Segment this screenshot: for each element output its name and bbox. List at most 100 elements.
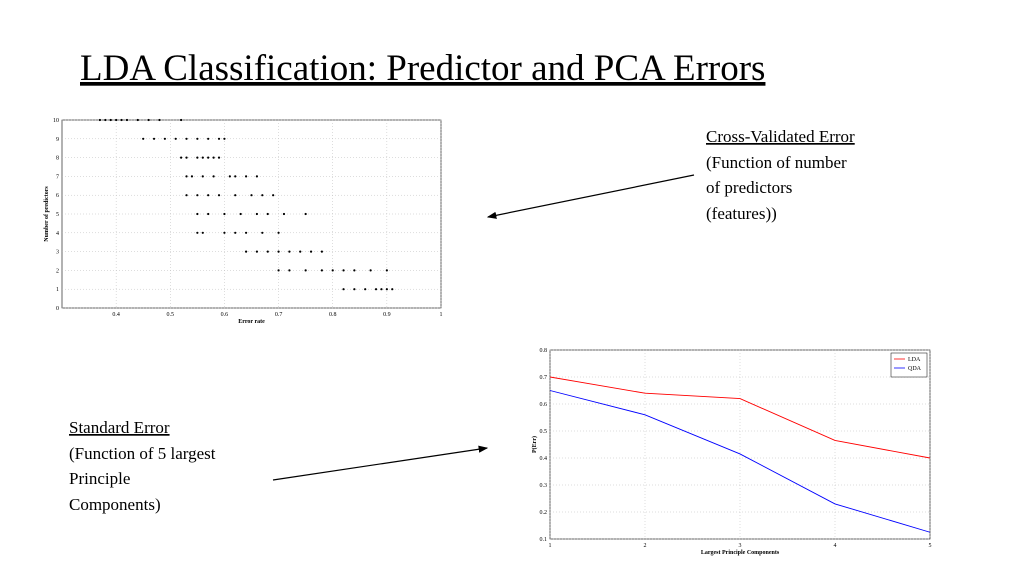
point: [207, 156, 210, 159]
point: [304, 212, 307, 216]
point: [309, 250, 313, 253]
point: [185, 156, 188, 159]
point: [374, 288, 378, 291]
point: [223, 212, 226, 216]
point: [212, 156, 215, 159]
point: [304, 269, 307, 272]
y-axis-label: Number of predictors: [44, 186, 50, 242]
point: [234, 175, 237, 178]
y-tick-label: 10: [53, 118, 59, 124]
annotation-line: (features)): [706, 204, 777, 223]
point: [234, 231, 237, 234]
point: [364, 288, 367, 291]
legend-label: LDA: [908, 357, 921, 363]
annotation-line: Components): [69, 495, 161, 514]
y-tick-label: 3: [56, 250, 59, 256]
slide-title: LDA Classification: Predictor and PCA Er…: [80, 48, 765, 89]
point: [255, 175, 259, 178]
point: [180, 156, 183, 159]
point: [158, 118, 161, 122]
point: [125, 118, 129, 122]
x-tick-label: 5: [929, 543, 932, 549]
point: [342, 269, 345, 272]
annotation-line: of predictors: [706, 178, 792, 197]
point: [196, 212, 199, 216]
point: [109, 118, 112, 122]
x-tick-label: 0.4: [112, 312, 120, 318]
point: [320, 269, 323, 272]
point: [201, 156, 204, 159]
point: [266, 250, 269, 253]
x-tick-label: 0.9: [383, 312, 391, 318]
y-tick-label: 0.2: [540, 510, 548, 516]
point: [217, 156, 221, 159]
y-tick-label: 0.1: [540, 537, 548, 543]
legend-box: [890, 352, 928, 378]
point: [255, 250, 259, 253]
legend-label: QDA: [908, 366, 922, 372]
annotation-heading: Cross-Validated Error: [706, 127, 855, 146]
point: [320, 250, 323, 253]
point: [277, 250, 280, 253]
point: [272, 194, 275, 197]
point: [152, 137, 156, 140]
y-axis-label: P(Err): [531, 436, 538, 453]
line: [549, 390, 931, 533]
y-tick-label: 0: [56, 306, 59, 312]
y-tick-label: 0.8: [540, 348, 548, 354]
point: [353, 288, 356, 291]
point: [391, 288, 394, 291]
point: [217, 137, 221, 140]
point: [266, 212, 269, 216]
point: [223, 137, 226, 140]
y-tick-label: 8: [56, 156, 59, 162]
point: [331, 269, 334, 272]
y-tick-label: 0.7: [540, 375, 548, 381]
x-axis-label: Error rate: [238, 319, 265, 325]
point: [277, 231, 280, 234]
arrow: [486, 174, 695, 219]
point: [342, 288, 345, 291]
y-tick-label: 6: [56, 193, 59, 199]
point: [185, 175, 188, 178]
point: [282, 212, 286, 216]
point: [136, 118, 139, 122]
point: [217, 194, 221, 197]
point: [201, 231, 204, 234]
x-tick-label: 0.5: [167, 312, 175, 318]
point: [244, 175, 248, 178]
y-tick-label: 0.4: [540, 456, 548, 462]
y-tick-label: 1: [56, 287, 59, 293]
point: [380, 288, 383, 291]
point: [261, 194, 264, 197]
point: [255, 212, 259, 216]
point: [207, 194, 210, 197]
point: [369, 269, 372, 272]
point: [163, 137, 166, 140]
point: [98, 118, 101, 122]
plot-area: [549, 349, 931, 540]
point: [196, 156, 199, 159]
x-tick-label: 4: [834, 543, 837, 549]
x-axis-label: Largest Principle Components: [701, 550, 780, 556]
y-tick-label: 5: [56, 212, 59, 218]
point: [250, 194, 253, 197]
y-tick-label: 2: [56, 268, 59, 274]
y-tick-label: 7: [56, 174, 59, 180]
point: [196, 231, 199, 234]
point: [142, 137, 145, 140]
point: [201, 175, 204, 178]
point: [104, 118, 107, 122]
point: [147, 118, 150, 122]
point: [120, 118, 123, 122]
annotation-line: (Function of 5 largest: [69, 444, 216, 463]
point: [185, 194, 188, 197]
x-tick-label: 1: [549, 543, 552, 549]
point: [244, 250, 248, 253]
y-tick-label: 0.6: [540, 402, 548, 408]
point: [190, 175, 194, 178]
annotation-line: (Function of number: [706, 153, 847, 172]
x-tick-label: 3: [739, 543, 742, 549]
point: [239, 212, 242, 216]
y-tick-label: 4: [56, 231, 59, 237]
